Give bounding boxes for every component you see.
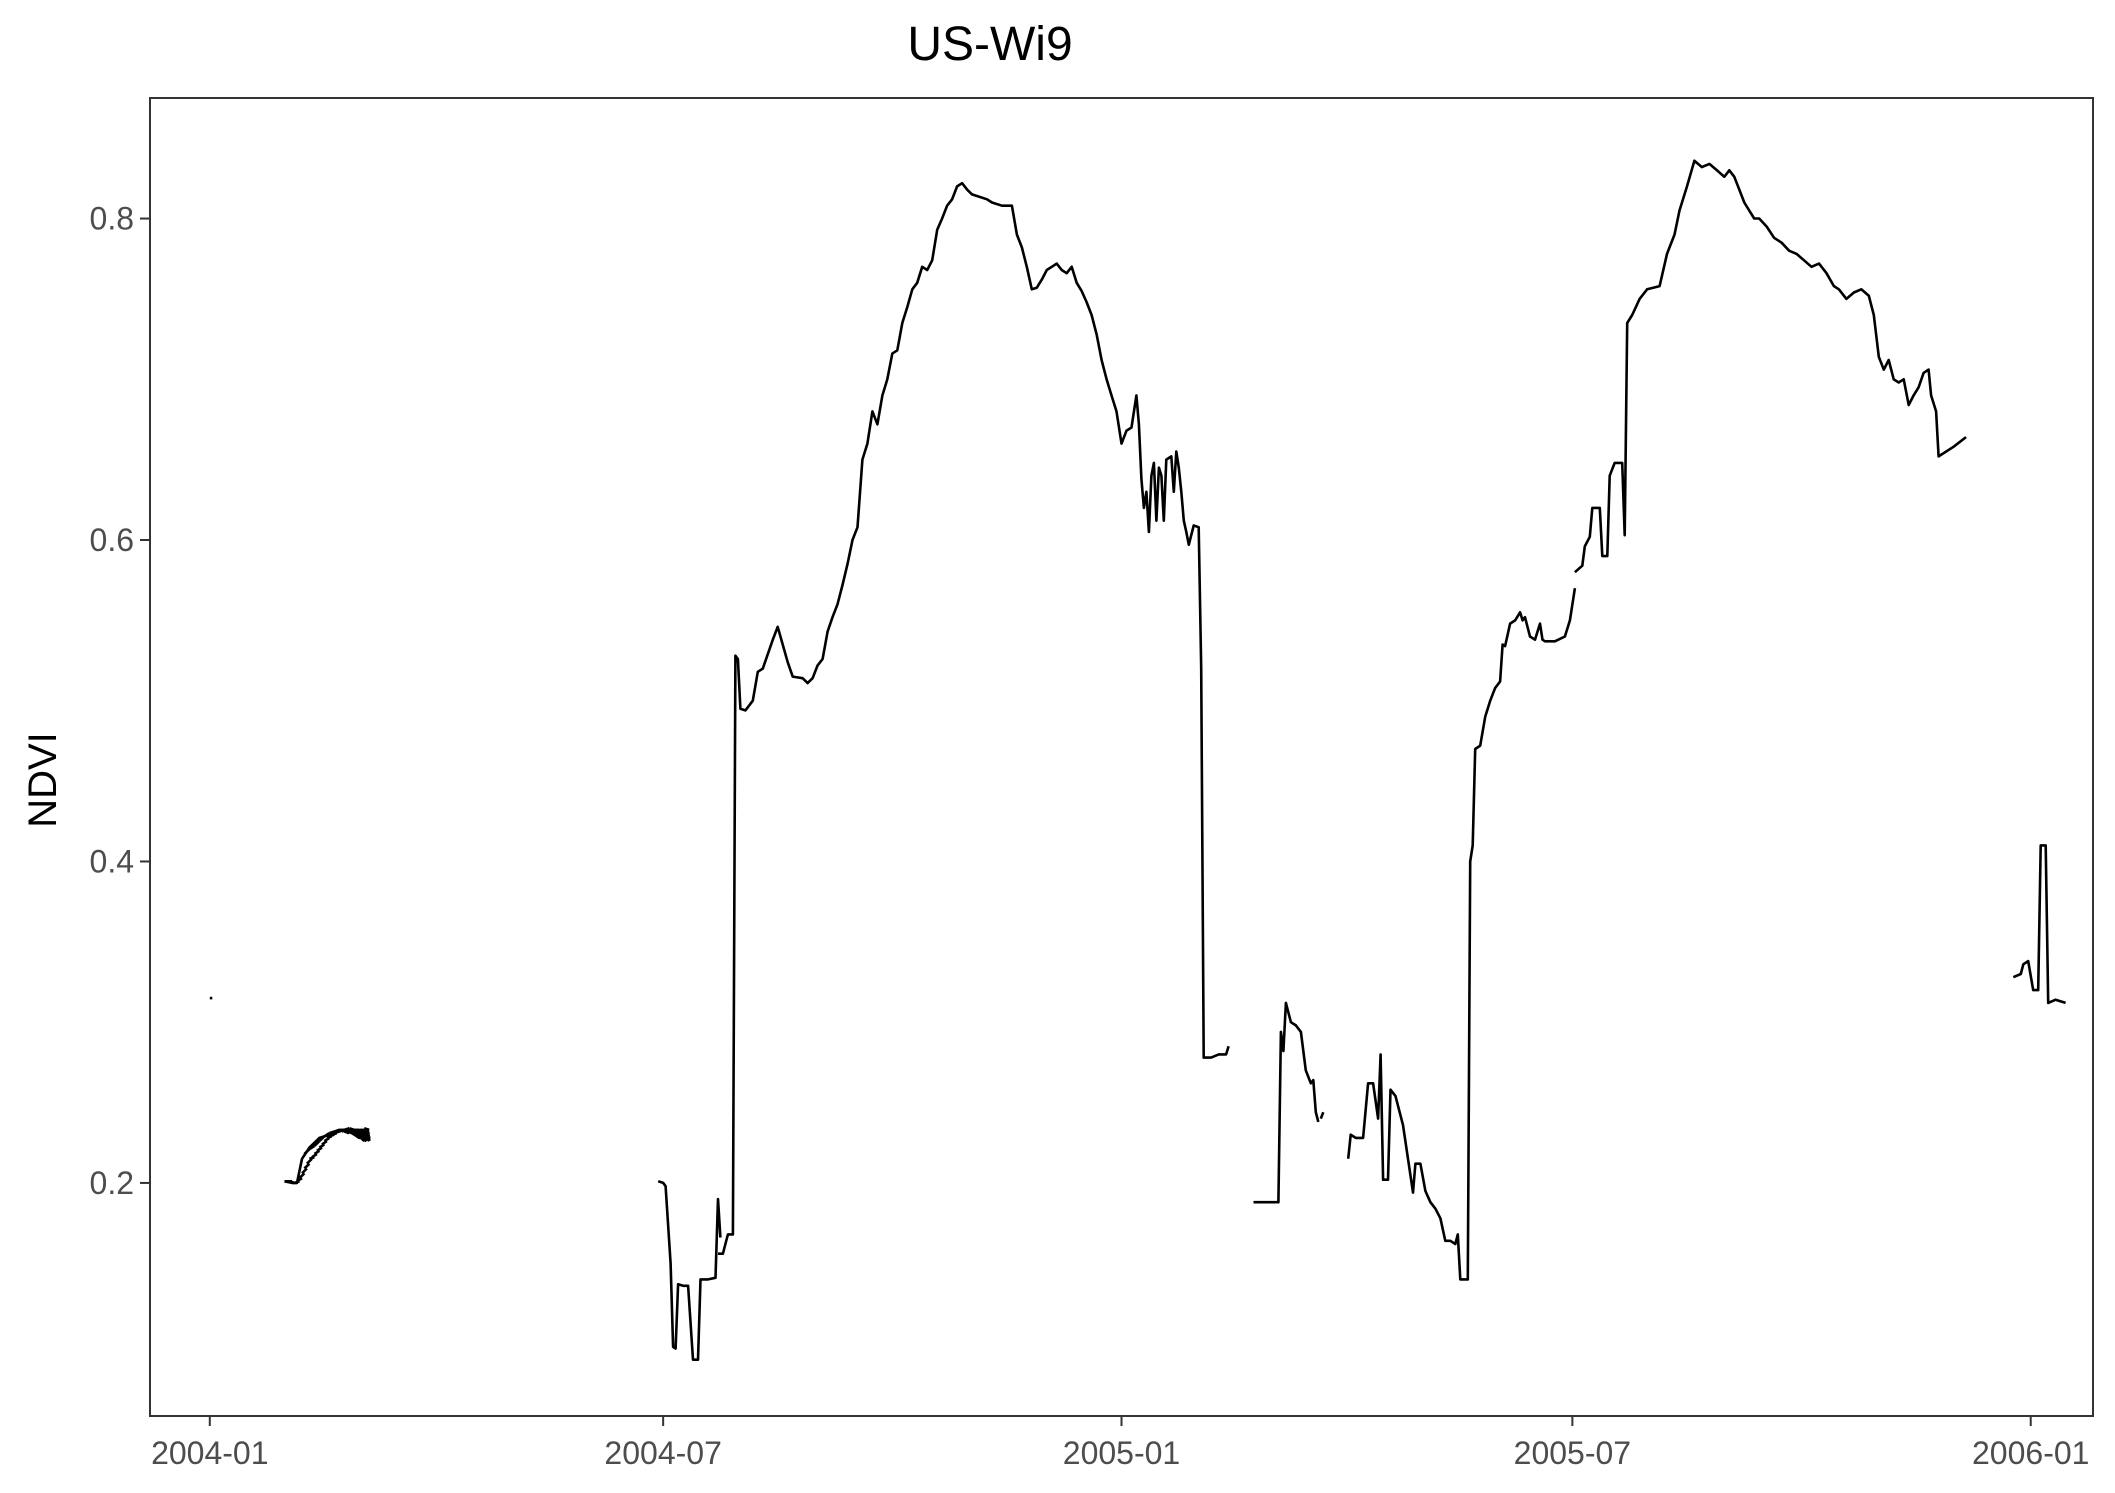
ndvi-line-segment	[305, 1157, 313, 1165]
ndvi-line-segment	[318, 1135, 326, 1143]
y-axis: 0.2 0.4 0.6 0.8	[90, 201, 150, 1201]
x-tick-label: 2004-01	[151, 1435, 268, 1471]
x-tick-label: 2005-01	[1063, 1435, 1180, 1471]
ndvi-line-segment	[1319, 1111, 1325, 1120]
x-tick-label: 2004-07	[604, 1435, 721, 1471]
y-tick-label: 0.8	[90, 201, 134, 237]
ndvi-line-segment	[346, 1128, 353, 1135]
ndvi-line-segment	[313, 1140, 321, 1147]
ndvi-line-segment	[321, 1140, 328, 1146]
ndvi-series	[209, 159, 2066, 1361]
ndvi-line-segment	[328, 1130, 335, 1135]
plot-panel	[149, 97, 2094, 1417]
ndvi-line-segment	[303, 1148, 311, 1155]
y-tick-label: 0.2	[90, 1165, 134, 1201]
ndvi-line-segment	[718, 181, 1230, 1255]
ndvi-line-segment	[316, 1146, 323, 1152]
ndvi-line-segment	[1253, 1001, 1320, 1204]
x-tick-label: 2006-01	[1972, 1435, 2089, 1471]
chart-title: US-Wi9	[907, 18, 1072, 71]
ndvi-line-segment	[298, 1172, 306, 1180]
y-axis-title: NDVI	[21, 732, 65, 828]
y-tick-label: 0.6	[90, 522, 134, 558]
ndvi-line-segment	[348, 1127, 355, 1132]
y-tick-label: 0.4	[90, 843, 134, 879]
ndvi-line-segment	[363, 1127, 370, 1132]
ndvi-line-segment	[318, 1143, 326, 1149]
x-axis: 2004-01 2004-07 2005-01 2005-07 2006-01	[151, 1416, 2089, 1471]
ndvi-line-segment	[333, 1128, 340, 1133]
ndvi-line-segment	[301, 1167, 308, 1175]
ndvi-line-segment	[1574, 159, 1967, 574]
ndvi-line-segment	[2012, 844, 2066, 1005]
x-tick-label: 2005-07	[1514, 1435, 1631, 1471]
ndvi-line-segment	[309, 1155, 315, 1161]
ndvi-line-segment	[343, 1127, 350, 1132]
ndvi-line-segment	[356, 1133, 363, 1138]
ndvi-line-segment	[308, 1144, 316, 1151]
ndvi-line-segment	[313, 1149, 321, 1156]
ndvi-line-segment	[323, 1132, 331, 1138]
ndvi-line-segment	[303, 1162, 311, 1170]
ndvi-line-segment	[657, 1180, 722, 1361]
ndvi-line-segment	[1346, 588, 1577, 1281]
ndvi-line-segment	[323, 1136, 331, 1143]
